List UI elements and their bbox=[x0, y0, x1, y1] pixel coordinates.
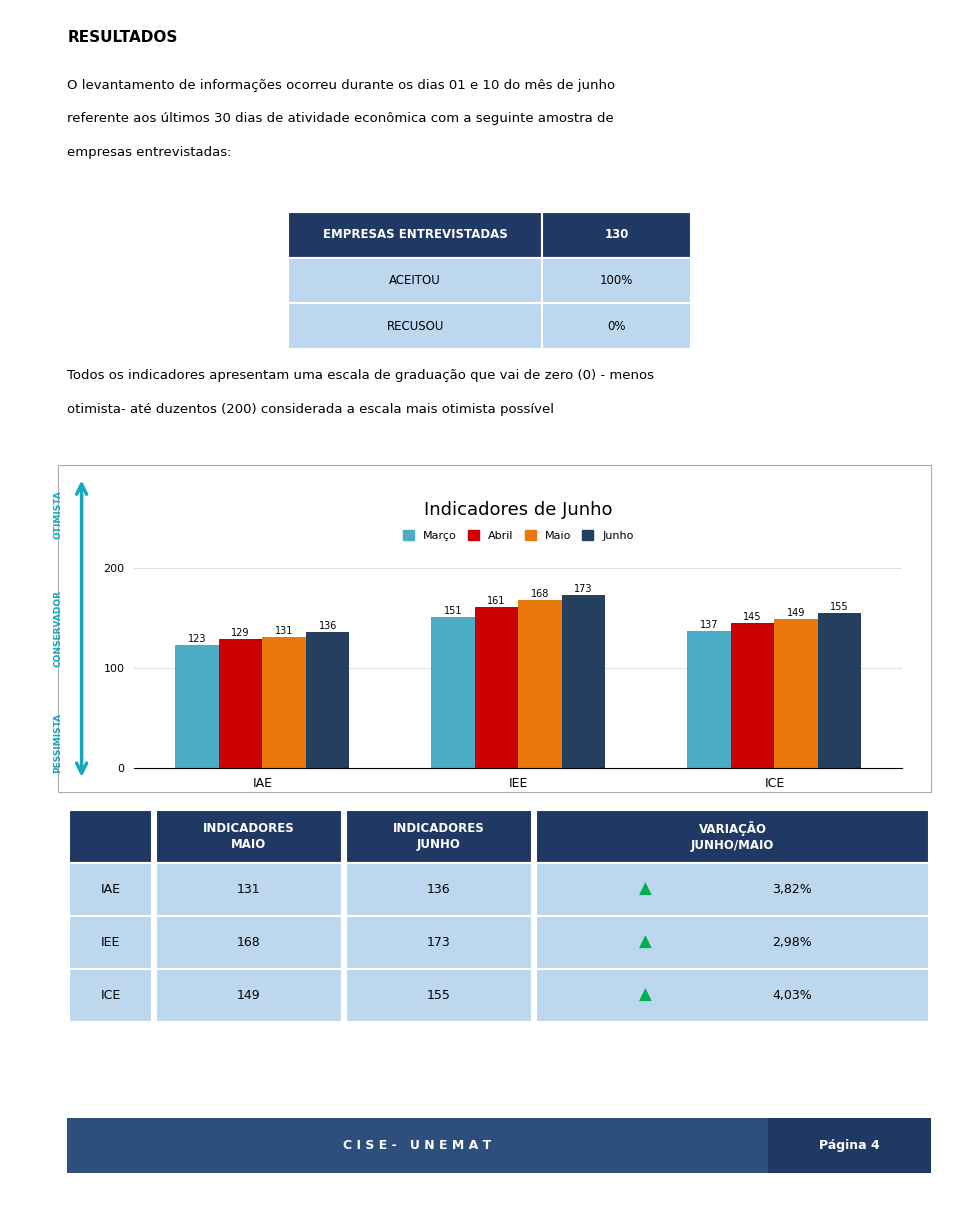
FancyBboxPatch shape bbox=[768, 1118, 931, 1173]
Text: 151: 151 bbox=[444, 606, 463, 615]
Text: 149: 149 bbox=[237, 989, 260, 1002]
FancyBboxPatch shape bbox=[58, 465, 931, 792]
FancyBboxPatch shape bbox=[69, 863, 152, 916]
Bar bbox=[306, 632, 349, 768]
Text: PESSIMISTA: PESSIMISTA bbox=[53, 713, 62, 773]
Text: 168: 168 bbox=[237, 936, 260, 949]
Text: Página 4: Página 4 bbox=[819, 1139, 880, 1152]
FancyBboxPatch shape bbox=[346, 968, 532, 1022]
Text: 131: 131 bbox=[237, 883, 260, 896]
FancyBboxPatch shape bbox=[288, 303, 542, 349]
Text: 173: 173 bbox=[574, 584, 593, 594]
Text: IEE: IEE bbox=[101, 936, 120, 949]
Text: 2,98%: 2,98% bbox=[772, 936, 812, 949]
FancyBboxPatch shape bbox=[69, 968, 152, 1022]
FancyBboxPatch shape bbox=[288, 258, 542, 303]
FancyBboxPatch shape bbox=[536, 863, 929, 916]
FancyBboxPatch shape bbox=[346, 863, 532, 916]
Text: 123: 123 bbox=[188, 634, 206, 643]
Text: otimista- até duzentos (200) considerada a escala mais otimista possível: otimista- até duzentos (200) considerada… bbox=[67, 403, 554, 416]
Text: ICE: ICE bbox=[100, 989, 121, 1002]
Text: referente aos últimos 30 dias de atividade econômica com a seguinte amostra de: referente aos últimos 30 dias de ativida… bbox=[67, 112, 614, 126]
Text: 137: 137 bbox=[700, 619, 718, 630]
FancyBboxPatch shape bbox=[542, 212, 691, 258]
FancyBboxPatch shape bbox=[69, 810, 152, 863]
FancyBboxPatch shape bbox=[67, 1118, 768, 1173]
FancyBboxPatch shape bbox=[536, 968, 929, 1022]
Bar bbox=[818, 613, 861, 768]
Bar bbox=[687, 631, 731, 768]
Text: 4,03%: 4,03% bbox=[772, 989, 812, 1002]
Text: ▲: ▲ bbox=[638, 987, 652, 1005]
Text: 3,82%: 3,82% bbox=[772, 883, 812, 896]
Text: 0%: 0% bbox=[608, 320, 626, 332]
FancyBboxPatch shape bbox=[346, 916, 532, 968]
Text: RESULTADOS: RESULTADOS bbox=[67, 30, 178, 45]
FancyBboxPatch shape bbox=[156, 810, 342, 863]
Text: 145: 145 bbox=[743, 612, 762, 621]
Text: ▲: ▲ bbox=[638, 933, 652, 951]
Text: ▲: ▲ bbox=[638, 880, 652, 898]
Text: C I S E -   U N E M A T: C I S E - U N E M A T bbox=[344, 1139, 492, 1152]
Bar bbox=[775, 619, 818, 768]
Bar bbox=[518, 600, 562, 768]
Legend: Março, Abril, Maio, Junho: Março, Abril, Maio, Junho bbox=[398, 526, 638, 545]
Bar bbox=[219, 640, 262, 768]
Text: O levantamento de informações ocorreu durante os dias 01 e 10 do mês de junho: O levantamento de informações ocorreu du… bbox=[67, 79, 615, 92]
Text: 136: 136 bbox=[319, 620, 337, 631]
Text: 149: 149 bbox=[787, 608, 805, 618]
Text: INDICADORES
JUNHO: INDICADORES JUNHO bbox=[393, 822, 485, 851]
Text: 129: 129 bbox=[231, 627, 250, 637]
Bar bbox=[475, 607, 518, 768]
Bar bbox=[431, 617, 475, 768]
FancyBboxPatch shape bbox=[156, 863, 342, 916]
Text: 136: 136 bbox=[427, 883, 450, 896]
Bar bbox=[262, 637, 306, 768]
FancyBboxPatch shape bbox=[288, 212, 542, 258]
FancyBboxPatch shape bbox=[156, 968, 342, 1022]
FancyBboxPatch shape bbox=[542, 258, 691, 303]
Text: 173: 173 bbox=[427, 936, 450, 949]
Text: CONSERVADOR: CONSERVADOR bbox=[53, 590, 62, 667]
Text: 161: 161 bbox=[488, 596, 506, 606]
Text: RECUSOU: RECUSOU bbox=[387, 320, 444, 332]
Text: 130: 130 bbox=[605, 229, 629, 241]
Text: 131: 131 bbox=[275, 625, 294, 636]
Text: INDICADORES
MAIO: INDICADORES MAIO bbox=[203, 822, 295, 851]
Text: EMPRESAS ENTREVISTADAS: EMPRESAS ENTREVISTADAS bbox=[323, 229, 508, 241]
FancyBboxPatch shape bbox=[536, 916, 929, 968]
FancyBboxPatch shape bbox=[69, 916, 152, 968]
Text: VARIAÇÃO
JUNHO/MAIO: VARIAÇÃO JUNHO/MAIO bbox=[691, 821, 774, 852]
Bar bbox=[176, 646, 219, 768]
Text: IAE: IAE bbox=[101, 883, 120, 896]
Bar bbox=[731, 623, 775, 768]
Text: Todos os indicadores apresentam uma escala de graduação que vai de zero (0) - me: Todos os indicadores apresentam uma esca… bbox=[67, 369, 654, 382]
Text: 155: 155 bbox=[427, 989, 450, 1002]
FancyBboxPatch shape bbox=[542, 303, 691, 349]
Text: 155: 155 bbox=[830, 602, 849, 612]
Text: ACEITOU: ACEITOU bbox=[390, 274, 441, 287]
FancyBboxPatch shape bbox=[536, 810, 929, 863]
Text: 100%: 100% bbox=[600, 274, 634, 287]
FancyBboxPatch shape bbox=[346, 810, 532, 863]
Text: OTIMISTA: OTIMISTA bbox=[53, 490, 62, 539]
Text: empresas entrevistadas:: empresas entrevistadas: bbox=[67, 146, 231, 160]
Title: Indicadores de Junho: Indicadores de Junho bbox=[424, 502, 612, 520]
Bar bbox=[562, 595, 606, 768]
FancyBboxPatch shape bbox=[156, 916, 342, 968]
Text: 168: 168 bbox=[531, 589, 549, 598]
